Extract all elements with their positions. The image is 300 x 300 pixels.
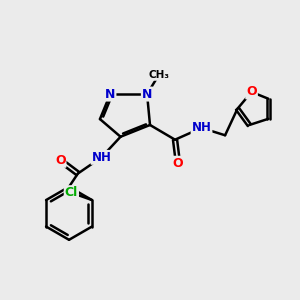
Text: NH: NH (92, 151, 111, 164)
Text: N: N (105, 88, 116, 100)
Text: CH₃: CH₃ (148, 70, 169, 80)
Text: O: O (55, 154, 65, 167)
Text: NH: NH (192, 122, 212, 134)
Text: O: O (246, 85, 257, 98)
Text: O: O (173, 157, 183, 170)
Text: Cl: Cl (65, 186, 78, 199)
Text: N: N (142, 88, 152, 100)
